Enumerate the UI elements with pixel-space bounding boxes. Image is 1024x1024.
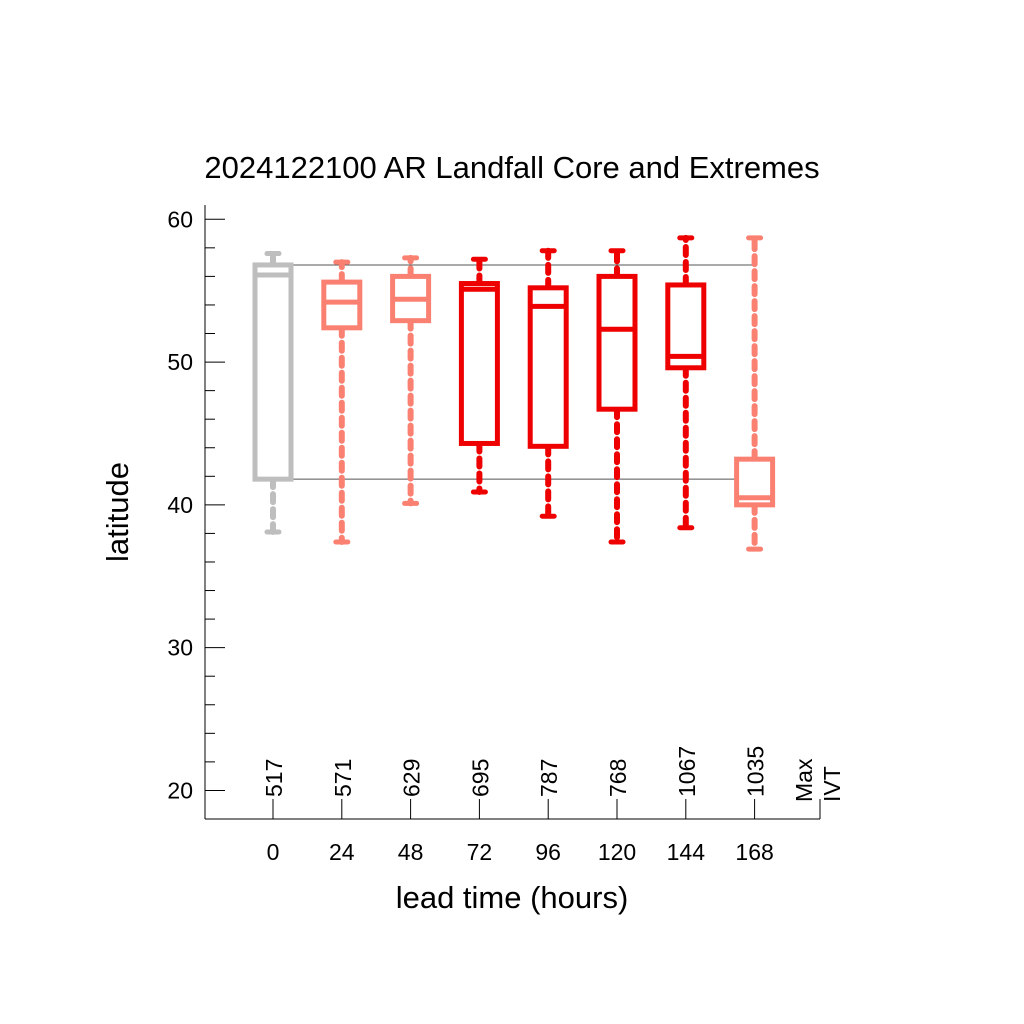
box-iqr <box>596 273 638 412</box>
box-120 <box>596 247 638 545</box>
y-tick-label: 30 <box>167 635 193 661</box>
max-ivt-value: 629 <box>399 759 425 797</box>
y-tick-label: 40 <box>167 492 193 518</box>
x-tick-label: 144 <box>667 839 706 865</box>
box-144 <box>665 234 707 531</box>
max-ivt-value: 517 <box>261 759 287 797</box>
y-tick-label: 20 <box>167 777 193 803</box>
max-ivt-value: 768 <box>605 759 631 797</box>
x-tick-label: 120 <box>598 839 636 865</box>
x-tick-label: 168 <box>735 839 773 865</box>
x-tick-label: 24 <box>329 839 355 865</box>
max-ivt-value: 787 <box>536 759 562 797</box>
box-24 <box>321 259 363 545</box>
y-tick-label: 60 <box>167 206 193 232</box>
max-ivt-value: 571 <box>330 759 356 797</box>
max-ivt-value: 695 <box>467 759 493 797</box>
x-axis-label: lead time (hours) <box>396 880 629 915</box>
y-axis-label: latitude <box>100 462 135 562</box>
max-ivt-value: 1035 <box>743 746 769 797</box>
max-ivt-caption: IVT <box>819 766 845 802</box>
x-tick-label: 96 <box>535 839 561 865</box>
y-tick-label: 50 <box>167 349 193 375</box>
box-iqr <box>527 285 569 449</box>
chart-title: 2024122100 AR Landfall Core and Extremes <box>204 150 819 185</box>
x-tick-label: 0 <box>267 839 280 865</box>
box-iqr <box>458 281 500 446</box>
x-tick-label: 72 <box>467 839 493 865</box>
max-ivt-value: 1067 <box>674 746 700 797</box>
max-ivt-labels: 517 571 629 695 787 768 1067 1035 Max IVT <box>261 746 845 802</box>
box-iqr <box>321 279 363 331</box>
box-168 <box>734 234 776 553</box>
box-iqr <box>252 262 294 482</box>
box-96 <box>527 247 569 520</box>
box-0 <box>252 250 294 535</box>
max-ivt-caption: Max <box>791 758 817 802</box>
box-48 <box>390 254 432 507</box>
axes: 20 30 40 50 60 0 24 48 72 96 120 144 168 <box>167 205 821 865</box>
x-tick-label: 48 <box>398 839 424 865</box>
box-72 <box>458 256 500 496</box>
reference-lines <box>273 264 755 480</box>
box-plots <box>252 234 776 553</box>
